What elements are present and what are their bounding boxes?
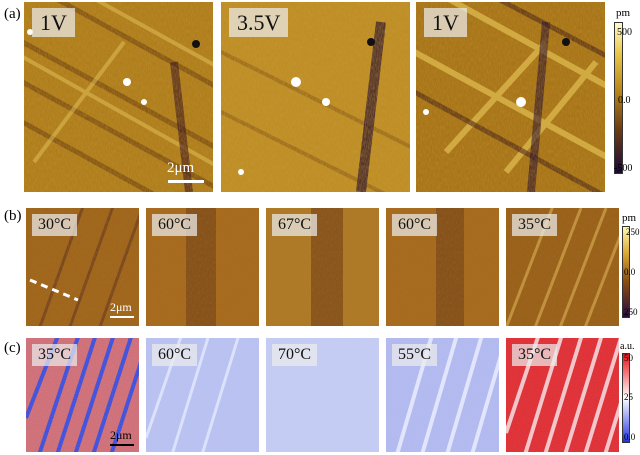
row-label-a: (a) <box>4 6 21 22</box>
shg-image-c3: 70°C <box>266 338 379 452</box>
colorbar-tick-max: 500 <box>617 27 632 38</box>
panel-label: 60°C <box>152 344 198 367</box>
panel-label: 67°C <box>272 214 318 237</box>
scale-bar-label: 2μm <box>167 160 195 176</box>
panel-label: 60°C <box>392 214 438 237</box>
panel-label: 35°C <box>512 214 558 237</box>
afm-image-a1: 1V 2μm <box>24 2 213 192</box>
colorbar-tick-min: 250 <box>624 307 638 317</box>
colorbar-tick-min: -500 <box>614 163 633 174</box>
pfm-image-b3: 67°C <box>266 208 379 326</box>
row-label-c: (c) <box>4 340 21 356</box>
panel-label: 30°C <box>32 214 78 237</box>
scale-bar <box>110 316 134 318</box>
afm-image-a3: 1V <box>416 2 605 192</box>
scale-bar-label: 2μm <box>110 428 132 442</box>
colorbar-tick-mid: 25 <box>624 392 633 402</box>
panel-label: 1V <box>424 8 467 38</box>
pfm-image-b4: 60°C <box>386 208 499 326</box>
colorbar-tick-mid: 0.0 <box>618 95 631 106</box>
pfm-image-b2: 60°C <box>146 208 259 326</box>
shg-image-c2: 60°C <box>146 338 259 452</box>
colorbar-tick-max: 50 <box>624 353 633 363</box>
colorbar-unit: pm <box>616 7 631 19</box>
pfm-image-b5: 35°C <box>506 208 619 326</box>
panel-label: 1V <box>32 8 75 38</box>
panel-label: 3.5V <box>229 8 289 38</box>
colorbar <box>614 22 623 174</box>
scale-bar-label: 2μm <box>110 300 132 314</box>
colorbar-unit: a.u. <box>620 341 635 352</box>
afm-image-a2: 3.5V <box>221 2 410 192</box>
shg-image-c5: 35°C <box>506 338 619 452</box>
colorbar-unit: pm <box>622 212 637 224</box>
scale-bar <box>110 444 134 446</box>
pfm-image-b1: 30°C 2μm <box>26 208 139 326</box>
shg-image-c1: 35°C 2μm <box>26 338 139 452</box>
panel-label: 35°C <box>32 344 78 367</box>
colorbar <box>622 226 630 318</box>
colorbar <box>622 353 630 443</box>
panel-label: 55°C <box>392 344 438 367</box>
shg-image-c4: 55°C <box>386 338 499 452</box>
panel-label: 60°C <box>152 214 198 237</box>
panel-label: 35°C <box>512 344 558 367</box>
colorbar-tick-mid: 0.0 <box>624 267 636 277</box>
colorbar-tick-max: 250 <box>626 227 640 237</box>
row-label-b: (b) <box>4 208 22 224</box>
scale-bar <box>168 180 204 183</box>
panel-label: 70°C <box>272 344 318 367</box>
colorbar-tick-min: 0.0 <box>624 432 636 442</box>
